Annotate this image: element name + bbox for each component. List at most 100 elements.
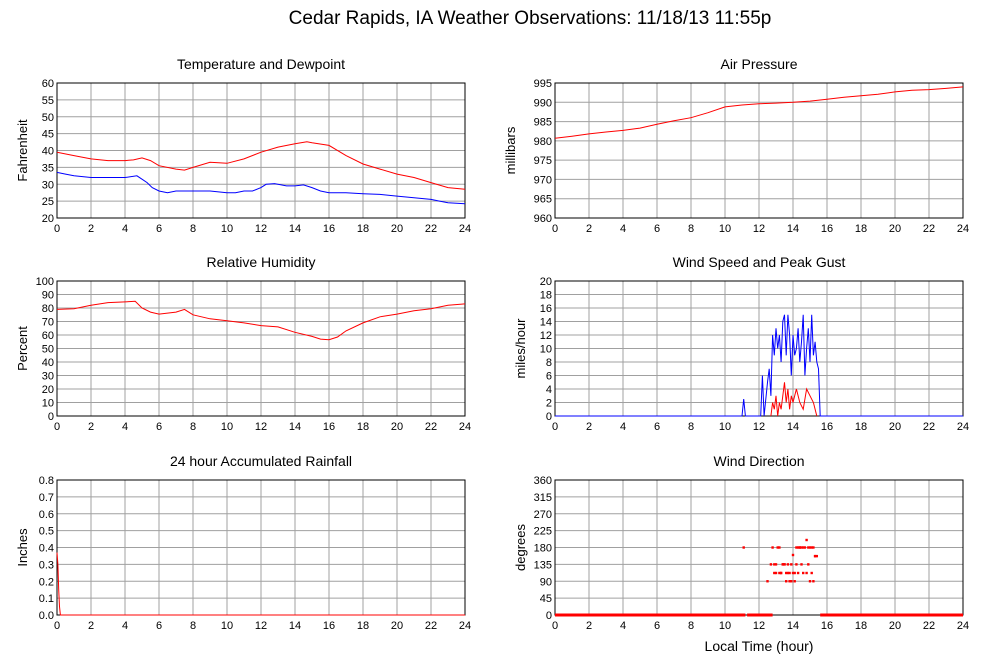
y-tick-label: 20 xyxy=(540,276,552,288)
x-tick-label: 4 xyxy=(620,620,626,632)
direction-point xyxy=(810,546,813,549)
y-tick-label: 0 xyxy=(546,411,552,423)
direction-point xyxy=(778,546,781,549)
x-tick-label: 12 xyxy=(255,223,267,235)
direction-point xyxy=(785,580,788,583)
x-tick-label: 24 xyxy=(459,421,471,433)
direction-point xyxy=(800,546,803,549)
x-tick-label: 18 xyxy=(855,620,867,632)
direction-point xyxy=(769,563,773,566)
x-tick-label: 8 xyxy=(190,421,196,433)
y-tick-label: 14 xyxy=(540,317,552,329)
series-line xyxy=(770,382,818,417)
x-tick-label: 10 xyxy=(221,421,233,433)
direction-point xyxy=(786,571,790,575)
y-tick-label: 0.5 xyxy=(39,526,54,538)
y-tick-label: 0 xyxy=(546,610,552,622)
y-tick-label: 270 xyxy=(534,509,552,521)
x-tick-label: 4 xyxy=(122,620,128,632)
x-tick-label: 20 xyxy=(889,223,901,235)
x-tick-label: 8 xyxy=(190,620,196,632)
chart-humidity: 0 2 4 6 8 10 12 14 16 18 20 22 240102030405060708090… xyxy=(15,254,471,433)
direction-point xyxy=(808,580,812,583)
y-axis-label: degrees xyxy=(513,524,528,571)
x-tick-label: 24 xyxy=(459,620,471,632)
y-tick-label: 990 xyxy=(534,97,552,109)
y-tick-label: 20 xyxy=(42,213,54,225)
direction-point xyxy=(803,546,807,549)
direction-point xyxy=(802,546,805,549)
x-tick-label: 10 xyxy=(221,223,233,235)
chart-title: Wind Speed and Peak Gust xyxy=(673,254,846,270)
direction-point xyxy=(793,580,796,583)
series-line xyxy=(554,86,964,139)
y-tick-label: 12 xyxy=(540,330,552,342)
y-tick-label: 225 xyxy=(534,526,552,538)
direction-point xyxy=(781,563,784,566)
direction-point xyxy=(783,563,786,566)
x-tick-label: 4 xyxy=(620,223,626,235)
y-tick-label: 40 xyxy=(42,357,54,369)
y-tick-label: 10 xyxy=(42,398,54,410)
chart-title: Wind Direction xyxy=(713,453,804,469)
x-tick-label: 12 xyxy=(753,421,765,433)
x-tick-label: 8 xyxy=(688,620,694,632)
direction-point xyxy=(766,580,769,583)
x-tick-label: 22 xyxy=(425,421,437,433)
direction-point xyxy=(800,563,803,566)
x-tick-label: 22 xyxy=(923,223,935,235)
direction-point xyxy=(774,571,778,575)
series-line xyxy=(555,314,963,417)
x-tick-label: 24 xyxy=(957,223,969,235)
y-tick-label: 60 xyxy=(42,78,54,90)
x-tick-label: 6 xyxy=(654,421,660,433)
x-tick-label: 22 xyxy=(425,620,437,632)
y-tick-label: 80 xyxy=(42,303,54,315)
direction-point xyxy=(805,571,808,575)
plot-frame xyxy=(56,82,466,219)
y-tick-label: 45 xyxy=(540,593,552,605)
direction-point xyxy=(779,571,783,575)
x-tick-label: 0 xyxy=(552,620,558,632)
plot-frame xyxy=(554,82,964,219)
x-tick-label: 16 xyxy=(821,620,833,632)
y-tick-label: 980 xyxy=(534,136,552,148)
direction-point xyxy=(773,563,776,566)
y-tick-label: 0 xyxy=(48,411,54,423)
chart-wind: 0 2 4 6 8 10 12 14 16 18 20 22 2402468101214161820Wi… xyxy=(513,254,969,433)
direction-point xyxy=(742,546,745,549)
x-tick-label: 0 xyxy=(54,223,60,235)
direction-point xyxy=(785,571,788,575)
x-tick-label: 16 xyxy=(323,421,335,433)
x-tick-label: 18 xyxy=(357,223,369,235)
y-tick-label: 30 xyxy=(42,371,54,383)
series-line xyxy=(56,141,466,190)
y-tick-label: 360 xyxy=(534,475,552,487)
y-tick-label: 965 xyxy=(534,194,552,206)
y-tick-label: 50 xyxy=(42,112,54,124)
y-tick-label: 135 xyxy=(534,559,552,571)
y-tick-label: 985 xyxy=(534,117,552,129)
x-tick-label: 4 xyxy=(122,223,128,235)
y-tick-label: 16 xyxy=(540,303,552,315)
x-tick-label: 8 xyxy=(688,223,694,235)
x-tick-label: 16 xyxy=(821,223,833,235)
direction-point xyxy=(791,571,795,575)
x-tick-label: 2 xyxy=(88,620,94,632)
x-tick-label: 18 xyxy=(357,620,369,632)
direction-point xyxy=(812,546,815,549)
x-tick-label: 2 xyxy=(88,223,94,235)
y-tick-label: 90 xyxy=(42,290,54,302)
y-tick-label: 10 xyxy=(540,344,552,356)
y-tick-label: 960 xyxy=(534,213,552,225)
direction-point xyxy=(810,571,813,575)
x-tick-label: 18 xyxy=(855,223,867,235)
direction-point xyxy=(805,538,808,542)
x-tick-label: 22 xyxy=(425,223,437,235)
chart-direction: 0 2 4 6 8 10 12 14 16 18 20 22 240459013518022527031… xyxy=(513,453,969,654)
direction-point xyxy=(812,580,815,583)
y-axis-label: millibars xyxy=(503,126,518,174)
y-tick-label: 30 xyxy=(42,179,54,191)
x-tick-label: 10 xyxy=(221,620,233,632)
